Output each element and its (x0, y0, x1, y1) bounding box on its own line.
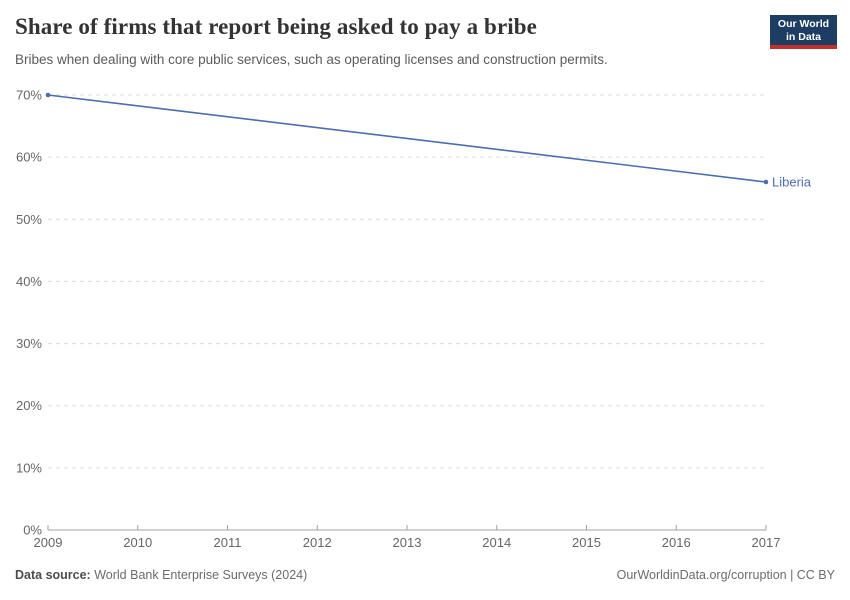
y-axis-tick-label: 50% (16, 212, 42, 227)
chart-subtitle: Bribes when dealing with core public ser… (15, 52, 608, 67)
data-source-label: Data source: (15, 568, 91, 582)
x-axis-tick-label: 2009 (34, 535, 63, 550)
data-source-text: World Bank Enterprise Surveys (2024) (94, 568, 308, 582)
chart-footer: Data source: World Bank Enterprise Surve… (15, 568, 835, 582)
series-label-liberia[interactable]: Liberia (772, 175, 812, 190)
y-axis-tick-label: 20% (16, 398, 42, 413)
x-axis-tick-label: 2010 (123, 535, 152, 550)
x-axis-tick-label: 2016 (662, 535, 691, 550)
data-source-note: Data source: World Bank Enterprise Surve… (15, 568, 307, 582)
data-line-liberia[interactable] (47, 94, 767, 183)
x-axis-tick-label: 2017 (752, 535, 781, 550)
x-axis-tick-label: 2014 (482, 535, 511, 550)
owid-logo: Our World in Data (770, 15, 837, 49)
x-axis-tick-label: 2015 (572, 535, 601, 550)
owid-logo-line1: Our World (777, 18, 830, 30)
y-axis-tick-label: 10% (16, 460, 42, 475)
y-axis-tick-label: 40% (16, 274, 42, 289)
y-axis-tick-label: 60% (16, 150, 42, 165)
x-axis-tick-label: 2012 (303, 535, 332, 550)
x-axis-tick-label: 2013 (393, 535, 422, 550)
x-axis-tick-label: 2011 (214, 535, 242, 550)
line-chart-canvas[interactable]: 0% 10% 20% 30% 40% 50% 60% 70% 2009 2010 2011 2012 2… (0, 80, 850, 551)
owid-logo-line2: in Data (785, 30, 821, 43)
credit-link[interactable]: OurWorldinData.org/corruption | CC BY (616, 568, 835, 582)
chart-title: Share of firms that report being asked t… (15, 14, 537, 39)
y-axis-tick-label: 70% (16, 88, 42, 103)
data-point-marker[interactable] (763, 179, 769, 185)
y-axis-tick-label: 30% (16, 336, 42, 351)
data-point-marker[interactable] (45, 92, 51, 98)
y-axis-tick-label: 0% (23, 523, 42, 538)
